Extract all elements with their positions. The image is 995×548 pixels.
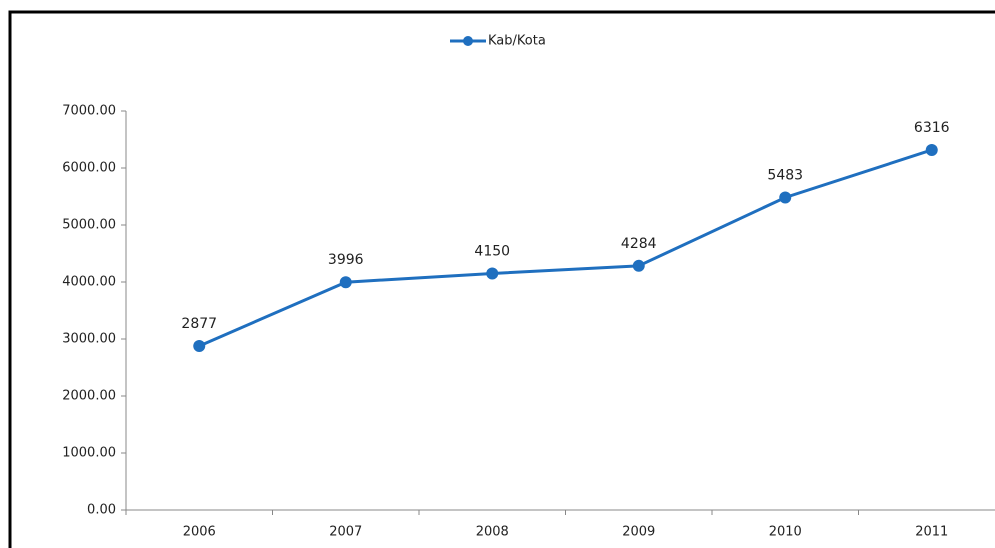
y-tick-label: 6000.00: [62, 161, 116, 176]
legend-marker: [463, 36, 473, 46]
series-line: [198, 148, 933, 348]
data-point: [779, 191, 792, 204]
y-tick-label: 1000.00: [62, 446, 116, 461]
frame: [8, 10, 995, 548]
x-tick-label: 2007: [329, 525, 362, 540]
data-point: [339, 276, 352, 289]
y-tick-label: 4000.00: [62, 275, 116, 290]
x-tick-label: 2006: [183, 525, 216, 540]
data-point: [925, 143, 938, 156]
y-tick-label: 0.00: [87, 503, 116, 518]
data-label: 4150: [474, 243, 510, 259]
x-tick-label: 2011: [915, 525, 948, 540]
y-tick-label: 7000.00: [62, 104, 116, 119]
x-tick-label: 2008: [476, 525, 509, 540]
data-label: 5483: [767, 167, 803, 183]
data-label: 3996: [328, 252, 364, 268]
x-tick-label: 2010: [769, 525, 802, 540]
y-tick-label: 5000.00: [62, 218, 116, 233]
data-label: 2877: [181, 316, 217, 332]
data-point: [632, 259, 645, 272]
y-tick-label: 3000.00: [62, 332, 116, 347]
data-point: [193, 340, 206, 353]
data-label: 6316: [914, 120, 950, 136]
data-point: [486, 267, 499, 280]
x-tick-label: 2009: [622, 525, 655, 540]
legend-label: Kab/Kota: [488, 34, 546, 49]
y-tick-label: 2000.00: [62, 389, 116, 404]
data-label: 4284: [621, 236, 657, 252]
